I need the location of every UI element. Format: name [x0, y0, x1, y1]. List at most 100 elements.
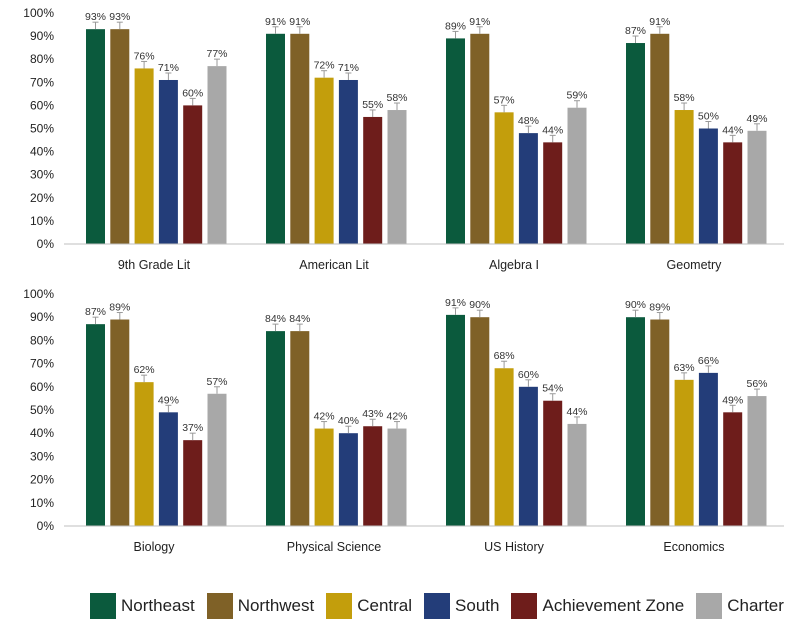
y-tick-label: 40%: [30, 145, 54, 159]
y-tick-label: 0%: [37, 519, 55, 533]
bar: [494, 368, 514, 526]
data-label: 87%: [85, 306, 106, 318]
bar: [314, 428, 334, 526]
bar: [446, 314, 465, 526]
y-tick-label: 100%: [23, 6, 54, 20]
y-tick-label: 70%: [30, 357, 54, 371]
data-label: 59%: [566, 90, 587, 102]
bar: [387, 428, 407, 526]
data-label: 54%: [542, 383, 563, 395]
y-tick-label: 100%: [23, 287, 54, 301]
data-label: 77%: [206, 48, 227, 60]
y-tick-label: 40%: [30, 426, 54, 440]
bar: [723, 142, 743, 244]
bar: [543, 400, 563, 526]
bar: [747, 130, 767, 244]
data-label: 42%: [386, 411, 407, 423]
category-label-american-lit: American Lit: [299, 258, 369, 272]
bar: [494, 112, 514, 244]
legend-swatch-northeast: [90, 593, 116, 619]
data-label: 42%: [314, 411, 335, 423]
data-label: 48%: [518, 115, 539, 127]
data-label: 58%: [674, 92, 695, 104]
bar: [290, 33, 310, 244]
y-tick-label: 90%: [30, 29, 54, 43]
y-tick-label: 50%: [30, 122, 54, 136]
data-label: 44%: [542, 124, 563, 136]
bar: [134, 382, 154, 526]
data-label: 91%: [469, 16, 490, 28]
data-label: 56%: [746, 378, 767, 390]
data-label: 71%: [158, 62, 179, 74]
legend-swatch-central: [326, 593, 353, 619]
legend-label-charter: Charter: [727, 596, 784, 615]
category-label-algebra-i: Algebra I: [489, 258, 539, 272]
bar: [626, 317, 645, 526]
bar: [723, 412, 743, 526]
data-label: 40%: [338, 415, 359, 427]
legend-label-achievement-zone: Achievement Zone: [542, 596, 685, 615]
legend-item-charter: Charter: [696, 593, 784, 619]
category-label-us-history: US History: [484, 540, 544, 554]
data-label: 87%: [625, 25, 646, 37]
data-label: 62%: [134, 364, 155, 376]
bar: [110, 319, 130, 526]
y-tick-label: 70%: [30, 75, 54, 89]
bar: [567, 107, 587, 245]
bar: [543, 142, 563, 244]
bar: [86, 29, 105, 245]
y-tick-label: 60%: [30, 98, 54, 112]
bar: [158, 79, 178, 245]
legend-label-central: Central: [357, 596, 413, 615]
y-tick-label: 20%: [30, 473, 54, 487]
data-label: 91%: [289, 16, 310, 28]
bar: [650, 33, 670, 244]
data-label: 93%: [85, 11, 106, 23]
legend-item-northeast: Northeast: [90, 593, 195, 619]
data-label: 71%: [338, 62, 359, 74]
bar: [567, 423, 587, 526]
data-label: 49%: [158, 394, 179, 406]
data-label: 93%: [109, 11, 130, 23]
data-label: 43%: [362, 408, 383, 420]
category-label-geometry: Geometry: [667, 258, 723, 272]
bar: [626, 43, 645, 244]
category-label-economics: Economics: [663, 540, 724, 554]
legend-label-northwest: Northwest: [237, 596, 315, 615]
data-label: 44%: [722, 124, 743, 136]
data-label: 49%: [722, 394, 743, 406]
data-label: 84%: [265, 313, 286, 325]
bar: [338, 433, 358, 526]
bar: [698, 128, 718, 244]
data-label: 57%: [494, 94, 515, 106]
bar: [207, 393, 227, 526]
bar: [518, 386, 538, 526]
legend-swatch-charter: [696, 593, 723, 619]
data-label: 76%: [134, 50, 155, 62]
category-label-9th-grade-lit: 9th Grade Lit: [118, 258, 191, 272]
data-label: 91%: [265, 16, 286, 28]
data-label: 91%: [649, 16, 670, 28]
bar: [470, 33, 490, 244]
legend-label-south: South: [455, 596, 500, 615]
data-label: 68%: [494, 350, 515, 362]
legend-swatch-northwest: [206, 593, 233, 619]
bar: [698, 372, 718, 526]
y-tick-label: 60%: [30, 380, 54, 394]
data-label: 50%: [698, 111, 719, 123]
bar: [338, 79, 358, 245]
legend-swatch-south: [424, 593, 451, 619]
data-label: 44%: [566, 406, 587, 418]
bar: [387, 110, 407, 245]
bar: [363, 116, 383, 244]
legend-label-northeast: Northeast: [121, 596, 195, 615]
bar: [314, 77, 334, 245]
grouped-bar-chart: 0% 10% 20% 30% 40% 50% 60% 70% 80% 90% 100% 93% 93% 7…: [23, 6, 784, 554]
data-label: 72%: [314, 60, 335, 72]
y-tick-label: 90%: [30, 310, 54, 324]
y-tick-label: 30%: [30, 449, 54, 463]
bar: [266, 331, 285, 526]
data-label: 57%: [206, 376, 227, 388]
y-tick-label: 10%: [30, 496, 54, 510]
bar: [86, 324, 105, 526]
